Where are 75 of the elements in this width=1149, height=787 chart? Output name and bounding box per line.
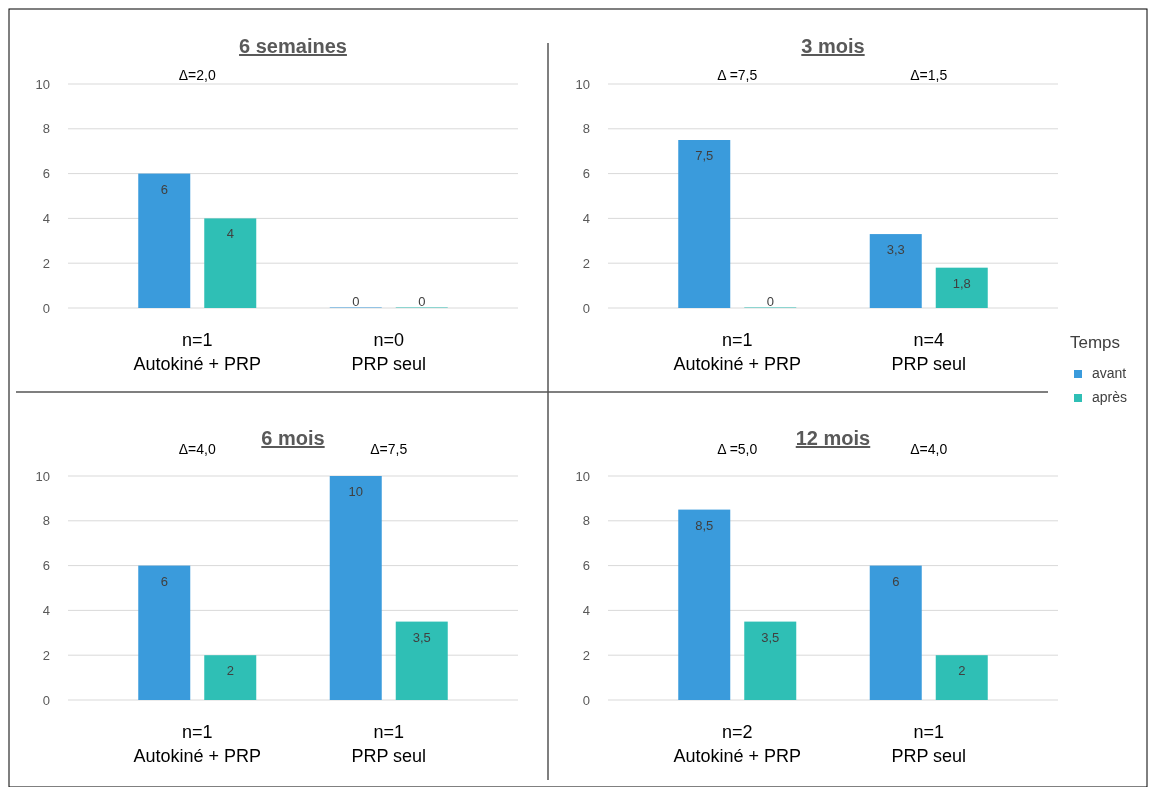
data-label: 3,5 [761,629,780,645]
text: Δ=2,0 [178,67,216,83]
y-tick-label: 10 [35,76,50,92]
y-tick-label: 8 [42,121,50,137]
y-tick-label: 0 [42,692,50,708]
bar [935,267,988,308]
y-tick-label: 4 [42,210,50,226]
y-tick-label: 2 [42,255,50,271]
data-label: 4 [226,226,234,242]
bar [935,655,988,700]
data-label: 3,3 [886,242,905,258]
y-tick-label: 8 [42,513,50,529]
y-tick-label: 8 [582,513,590,529]
bar [869,234,922,308]
bar [744,621,797,700]
data-label: 10 [348,484,363,499]
y-tick-label: 10 [35,468,50,484]
bar [395,621,448,700]
bar [678,140,731,308]
y-tick-label: 0 [582,692,590,708]
data-label: 0 [418,294,426,309]
data-label: 1,8 [952,275,971,291]
x-tick-label: n=1 Autokiné + PRP [133,330,262,374]
data-label: 6 [160,573,168,589]
x-tick-label: n=1 Autokiné + PRP [133,722,262,766]
legend-label: avant [1092,365,1127,381]
text: Δ=4,0 [178,441,216,457]
chart-title: 6 mois [261,427,325,449]
text: Δ =5,0 [717,441,758,457]
data-label: 2 [958,663,966,679]
x-tick-label: n=1 PRP seul [351,722,427,766]
bar [204,218,257,308]
chart-title: 3 mois [801,35,865,57]
legend-label: après [1092,389,1128,405]
y-tick-label: 6 [42,166,50,182]
x-tick-label: n=2 Autokiné + PRP [673,722,802,766]
x-tick-label: n=0 PRP seul [351,330,427,374]
data-label: 8,5 [695,517,714,533]
y-tick-label: 6 [582,558,590,574]
y-tick-label: 2 [582,647,590,663]
y-tick-label: 8 [582,121,590,137]
y-tick-label: 10 [575,76,590,92]
y-tick-label: 4 [582,602,590,618]
data-label: 6 [160,181,168,197]
y-tick-label: 2 [582,255,590,271]
x-tick-label: n=1 Autokiné + PRP [673,330,802,374]
x-tick-label: n=1 PRP seul [891,722,967,766]
y-tick-label: 0 [582,300,590,316]
y-tick-label: 0 [42,300,50,316]
chart-title: 6 semaines [239,35,347,57]
text: Δ=7,5 [370,441,408,457]
text: Δ=4,0 [910,441,948,457]
text: Δ=1,5 [910,67,948,83]
y-tick-label: 4 [582,210,590,226]
data-label: 6 [892,573,900,589]
y-tick-label: 10 [575,468,590,484]
y-tick-label: 2 [42,647,50,663]
bar [204,655,257,700]
bar [138,173,191,308]
bar [329,476,382,700]
bar [138,565,191,700]
data-label: 2 [226,663,234,679]
bar [678,509,731,700]
data-label: 7,5 [695,148,714,163]
x-tick-label: n=4 PRP seul [891,330,967,374]
text: Δ =7,5 [717,67,758,83]
legend-title: Temps [1070,333,1121,352]
data-label: 0 [352,294,360,309]
bar [869,565,922,700]
data-label: 0 [766,294,774,309]
data-label: 3,5 [412,629,431,645]
y-tick-label: 4 [42,602,50,618]
y-tick-label: 6 [582,166,590,182]
y-tick-label: 6 [42,558,50,574]
chart-title: 12 mois [795,427,871,449]
